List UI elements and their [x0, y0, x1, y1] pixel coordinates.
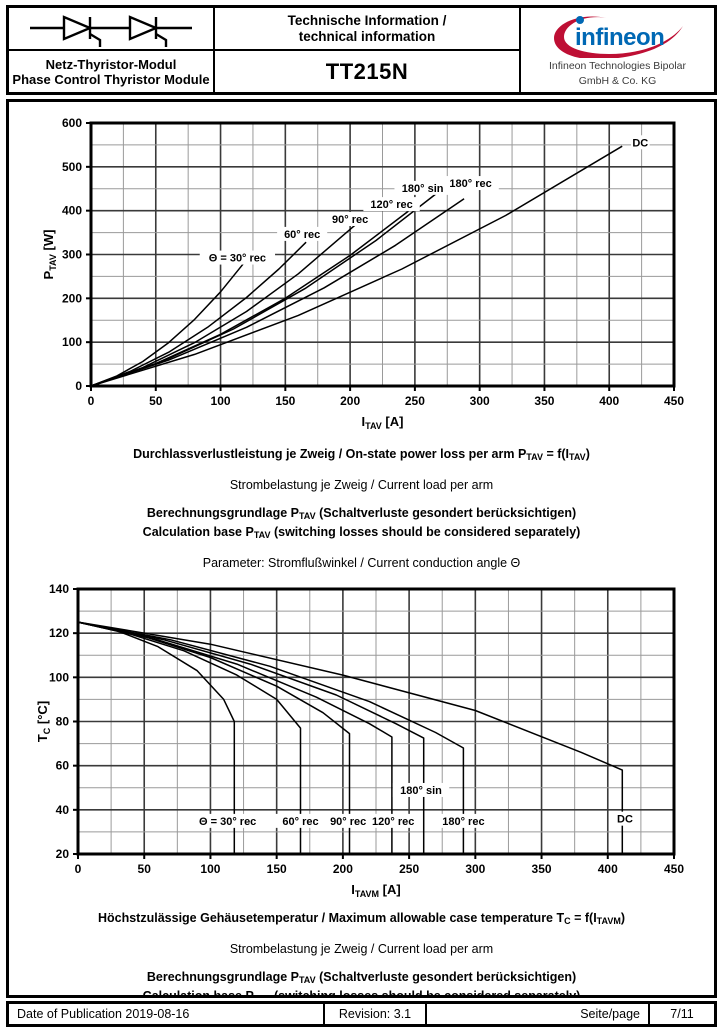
- svg-text:ITAV [A]: ITAV [A]: [362, 414, 404, 431]
- svg-text:400: 400: [599, 394, 619, 408]
- power-loss-caption: Durchlassverlustleistung je Zweig / On-s…: [9, 446, 714, 571]
- svg-text:500: 500: [62, 160, 82, 174]
- header-brand-cell: infineon Infineon Technologies Bipolar G…: [521, 8, 714, 92]
- svg-text:250: 250: [405, 394, 425, 408]
- svg-text:100: 100: [49, 670, 69, 684]
- main-content: 0 50 100 150 200 250 300 350 400 450 0 100 200 300 400…: [6, 99, 717, 998]
- svg-text:0: 0: [75, 862, 82, 876]
- footer: Date of Publication 2019-08-16 Revision:…: [6, 1001, 717, 1027]
- infineon-logo-icon: infineon: [553, 16, 683, 58]
- header: Netz-Thyristor-Modul Phase Control Thyri…: [6, 5, 717, 95]
- power-loss-chart: 0 50 100 150 200 250 300 350 400 450 0 100 200 300 400…: [41, 116, 684, 431]
- page-label: Seite/page: [427, 1004, 650, 1024]
- company-name-line1: Infineon Technologies Bipolar: [549, 60, 686, 72]
- header-title-cell: Technische Information / technical infor…: [215, 8, 521, 92]
- svg-text:50: 50: [149, 394, 163, 408]
- svg-text:100: 100: [62, 335, 82, 349]
- svg-text:400: 400: [62, 204, 82, 218]
- svg-text:200: 200: [333, 862, 353, 876]
- svg-text:20: 20: [56, 847, 70, 861]
- header-product-cell: Netz-Thyristor-Modul Phase Control Thyri…: [9, 8, 215, 92]
- product-family-en: Phase Control Thyristor Module: [12, 71, 210, 87]
- svg-text:120° rec: 120° rec: [370, 199, 412, 211]
- svg-text:60: 60: [56, 759, 70, 773]
- svg-text:350: 350: [532, 862, 552, 876]
- caption-line: Höchstzulässige Gehäusetemperatur / Maxi…: [97, 911, 626, 926]
- svg-text:450: 450: [664, 862, 684, 876]
- svg-text:Θ = 30° rec: Θ = 30° rec: [209, 253, 266, 265]
- caption-line: Strombelastung je Zweig / Current load p…: [229, 478, 494, 492]
- case-temperature-chart: 0 50 100 150 200 250 300 350 400 450 20 40 60 80 100 12…: [35, 582, 684, 899]
- caption-line: Calculation base PTAV (switching losses …: [142, 525, 581, 540]
- page-number: 7/11: [670, 1007, 694, 1021]
- part-number: TT215N: [325, 58, 409, 84]
- svg-text:60° rec: 60° rec: [284, 229, 320, 241]
- svg-text:150: 150: [267, 862, 287, 876]
- caption-line: Durchlassverlustleistung je Zweig / On-s…: [133, 447, 590, 462]
- publication-date: Date of Publication 2019-08-16: [9, 1004, 325, 1024]
- svg-text:180° sin: 180° sin: [402, 183, 444, 195]
- svg-text:200: 200: [340, 394, 360, 408]
- svg-text:100: 100: [200, 862, 220, 876]
- svg-text:90° rec: 90° rec: [330, 816, 366, 828]
- svg-text:Θ = 30° rec: Θ = 30° rec: [199, 816, 256, 828]
- svg-text:PTAV [W]: PTAV [W]: [41, 230, 58, 280]
- company-name-line2: GmbH & Co. KG: [578, 75, 657, 87]
- svg-text:300: 300: [62, 248, 82, 262]
- svg-text:450: 450: [664, 394, 684, 408]
- svg-text:300: 300: [465, 862, 485, 876]
- svg-text:90° rec: 90° rec: [332, 214, 368, 226]
- svg-text:140: 140: [49, 582, 69, 596]
- infineon-logo-text: infineon: [575, 24, 664, 51]
- svg-text:DC: DC: [617, 814, 633, 826]
- svg-text:50: 50: [138, 862, 152, 876]
- svg-text:180° sin: 180° sin: [400, 785, 442, 797]
- svg-text:0: 0: [75, 379, 82, 393]
- svg-text:80: 80: [56, 715, 70, 729]
- svg-text:TC [°C]: TC [°C]: [35, 701, 52, 742]
- svg-text:150: 150: [275, 394, 295, 408]
- svg-text:100: 100: [211, 394, 231, 408]
- revision: Revision: 3.1: [325, 1004, 427, 1024]
- thyristor-symbols: [9, 8, 213, 51]
- svg-text:60° rec: 60° rec: [282, 816, 318, 828]
- svg-text:40: 40: [56, 803, 70, 817]
- svg-text:DC: DC: [632, 137, 648, 149]
- svg-text:180° rec: 180° rec: [442, 816, 484, 828]
- svg-text:300: 300: [470, 394, 490, 408]
- svg-text:ITAVM [A]: ITAVM [A]: [351, 882, 400, 899]
- svg-text:250: 250: [399, 862, 419, 876]
- caption-line: Berechnungsgrundlage PTAV (Schaltverlust…: [146, 506, 577, 521]
- svg-text:120° rec: 120° rec: [372, 816, 414, 828]
- doc-type-line2: technical information: [298, 28, 436, 44]
- svg-text:600: 600: [62, 116, 82, 130]
- thyristor-circuit-icon: [30, 14, 192, 47]
- svg-text:0: 0: [88, 394, 95, 408]
- caption-line: Calculation base PTAV (switching losses …: [142, 989, 581, 998]
- svg-text:200: 200: [62, 291, 82, 305]
- svg-text:180° rec: 180° rec: [449, 178, 491, 190]
- svg-text:350: 350: [534, 394, 554, 408]
- caption-line: Strombelastung je Zweig / Current load p…: [229, 942, 494, 956]
- svg-text:400: 400: [598, 862, 618, 876]
- caption-line: Berechnungsgrundlage PTAV (Schaltverlust…: [146, 970, 577, 985]
- doc-type-line1: Technische Information /: [287, 12, 447, 28]
- svg-text:120: 120: [49, 626, 69, 640]
- product-family-de: Netz-Thyristor-Modul: [45, 56, 177, 72]
- case-temperature-caption: Höchstzulässige Gehäusetemperatur / Maxi…: [9, 910, 714, 998]
- caption-line: Parameter: Stromflußwinkel / Current con…: [202, 556, 521, 570]
